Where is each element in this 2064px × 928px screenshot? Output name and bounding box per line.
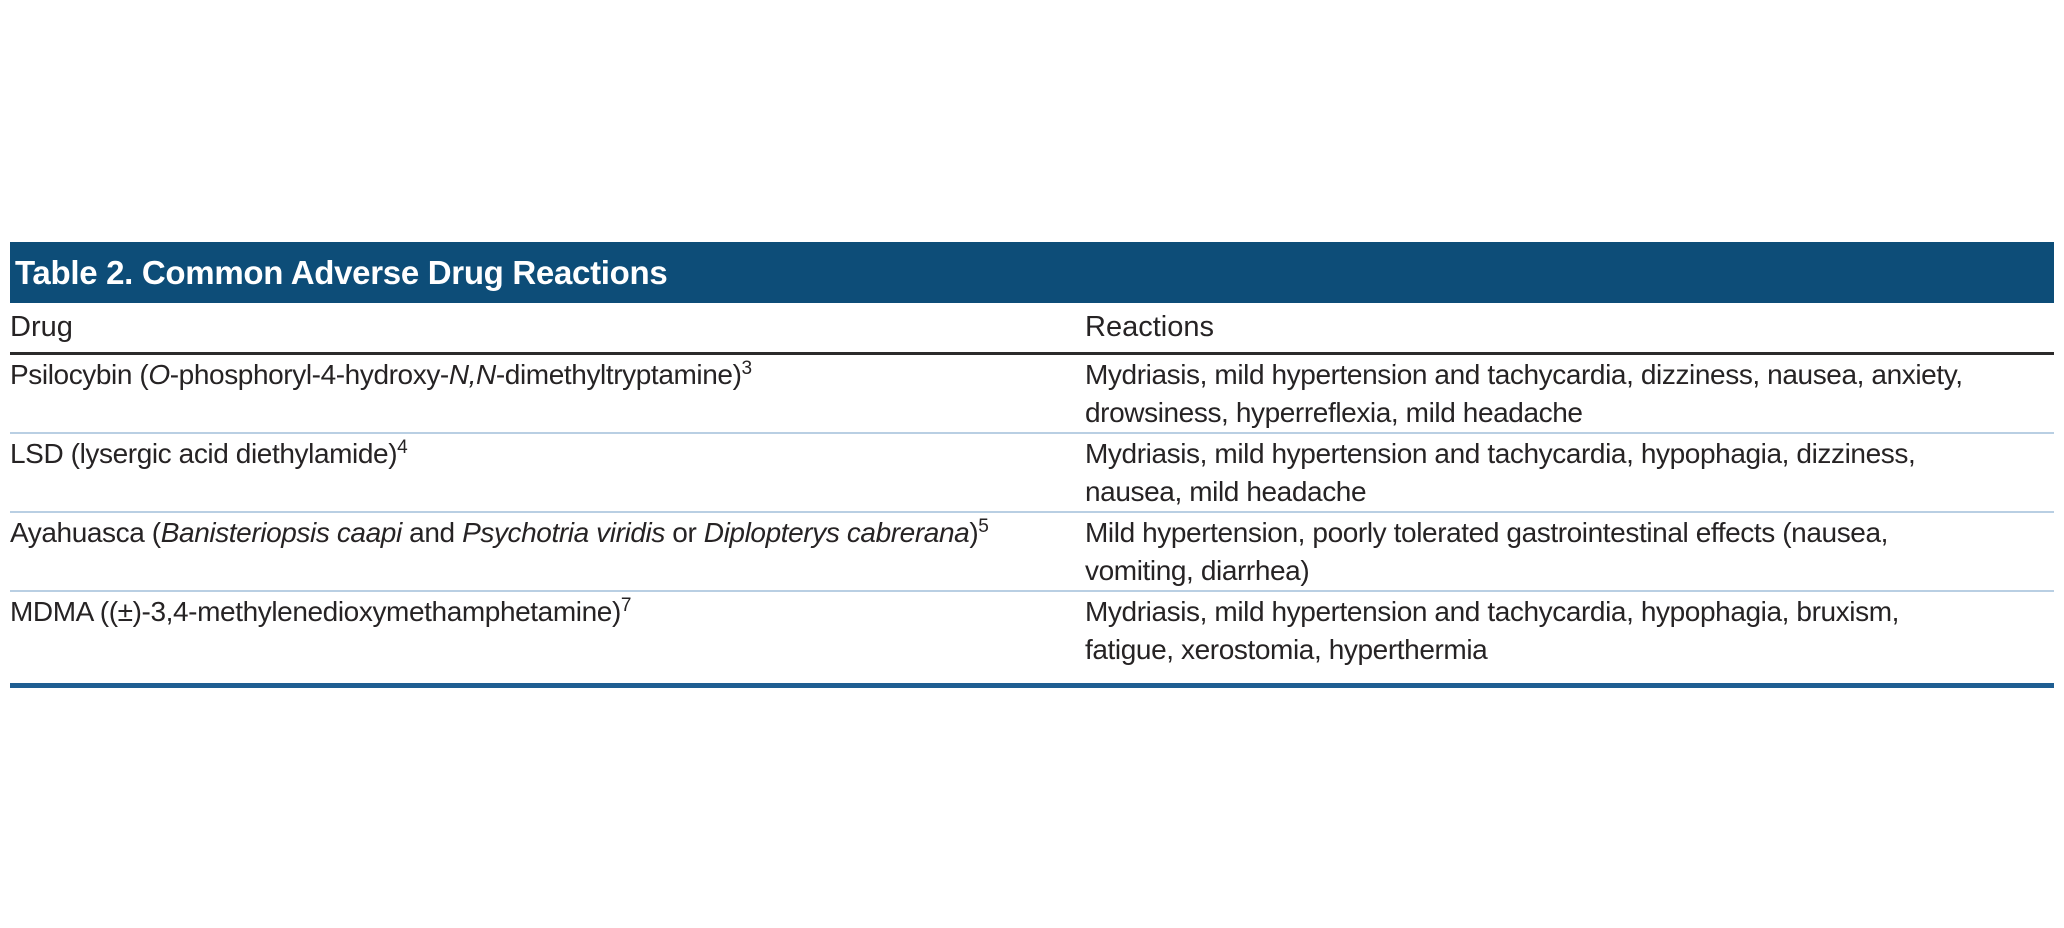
drug-text-segment: LSD (lysergic acid diethylamide) bbox=[10, 438, 398, 469]
reactions-cell: Mydriasis, mild hypertension and tachyca… bbox=[1085, 596, 1900, 665]
reference-superscript: 7 bbox=[620, 595, 632, 617]
drug-text-segment: and bbox=[401, 517, 463, 548]
adverse-reactions-table: Table 2. Common Adverse Drug Reactions D… bbox=[10, 242, 2054, 688]
table-row: Ayahuasca (Banisteriopsis caapi and Psyc… bbox=[10, 513, 2054, 592]
drug-text-segment: -dimethyltryptamine) bbox=[495, 359, 742, 390]
reactions-cell: Mydriasis, mild hypertension and tachyca… bbox=[1085, 359, 1963, 428]
column-header-reactions: Reactions bbox=[1085, 311, 1214, 343]
drug-text-segment: -phosphoryl-4-hydroxy- bbox=[169, 359, 449, 390]
table-title-bar: Table 2. Common Adverse Drug Reactions bbox=[10, 242, 2054, 303]
drug-cell: Ayahuasca (Banisteriopsis caapi and Psyc… bbox=[10, 514, 1085, 590]
drug-cell: Psilocybin (O-phosphoryl-4-hydroxy-N,N-d… bbox=[10, 356, 1085, 432]
table-row: Psilocybin (O-phosphoryl-4-hydroxy-N,N-d… bbox=[10, 355, 2054, 434]
reactions-cell: Mild hypertension, poorly tolerated gast… bbox=[1085, 517, 1889, 586]
drug-text-segment: O bbox=[148, 359, 170, 390]
table-bottom-rule bbox=[10, 683, 2054, 688]
table-row: MDMA ((±)-3,4-methylenedioxymethamphetam… bbox=[10, 592, 2054, 683]
drug-text-segment: MDMA ((±)-3,4-methylenedioxymethamphetam… bbox=[10, 596, 621, 627]
table-body: Psilocybin (O-phosphoryl-4-hydroxy-N,N-d… bbox=[10, 355, 2054, 683]
reactions-cell: Mydriasis, mild hypertension and tachyca… bbox=[1085, 438, 1916, 507]
table-title: Table 2. Common Adverse Drug Reactions bbox=[15, 253, 668, 291]
drug-cell: LSD (lysergic acid diethylamide)4 bbox=[10, 435, 1085, 511]
drug-text-segment: or bbox=[664, 517, 704, 548]
drug-cell: MDMA ((±)-3,4-methylenedioxymethamphetam… bbox=[10, 593, 1085, 669]
drug-text-segment: Ayahuasca ( bbox=[10, 517, 161, 548]
reference-superscript: 5 bbox=[978, 516, 989, 538]
drug-text-segment: Psychotria viridis bbox=[462, 517, 665, 548]
drug-text-segment: ) bbox=[969, 517, 979, 548]
column-header-drug: Drug bbox=[10, 311, 73, 343]
reference-superscript: 3 bbox=[741, 358, 753, 380]
drug-text-segment: Psilocybin ( bbox=[10, 359, 149, 390]
reference-superscript: 4 bbox=[397, 437, 408, 459]
drug-text-segment: Diplopterys cabrerana bbox=[703, 517, 970, 548]
drug-text-segment: N,N bbox=[448, 359, 496, 390]
column-header-row: Drug Reactions bbox=[10, 303, 2054, 355]
drug-text-segment: Banisteriopsis caapi bbox=[160, 517, 402, 548]
table-row: LSD (lysergic acid diethylamide)4 Mydrias… bbox=[10, 434, 2054, 513]
